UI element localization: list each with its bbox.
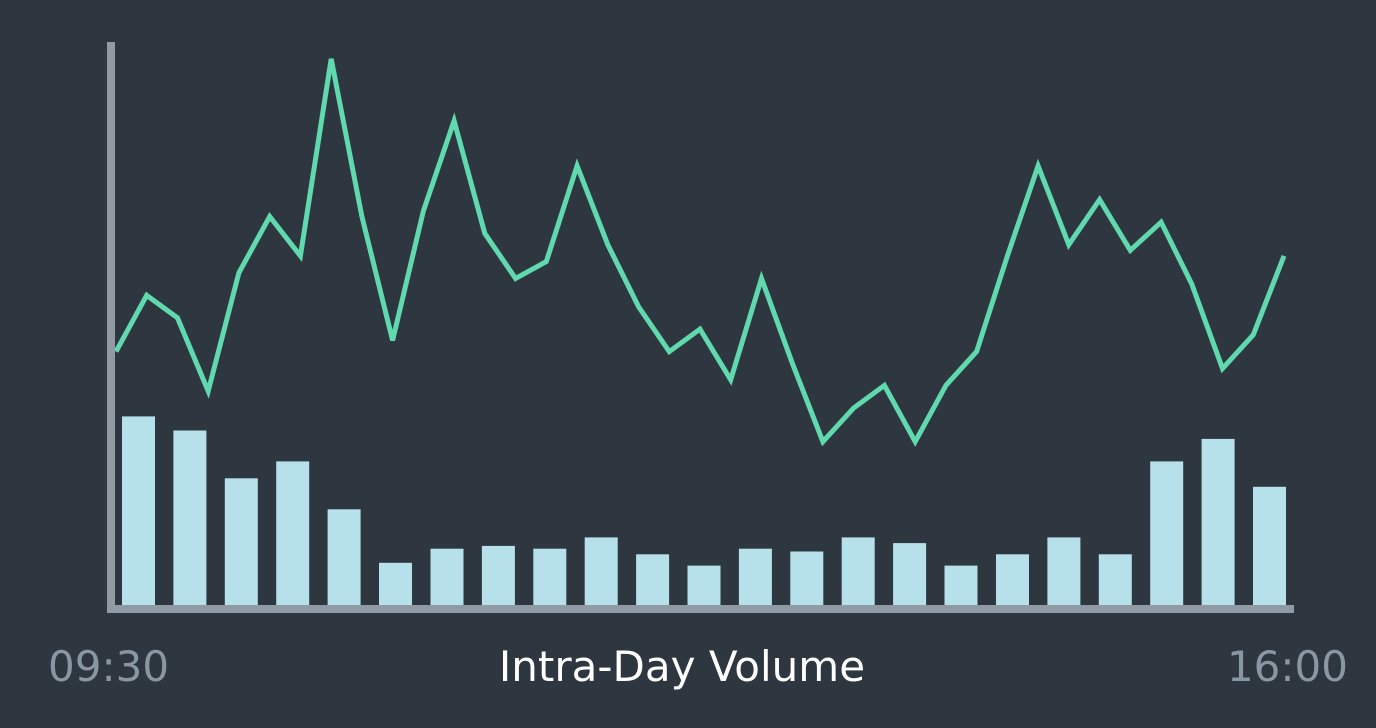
volume-bar (996, 554, 1029, 605)
volume-bar (1201, 438, 1235, 605)
volume-bar (841, 537, 875, 605)
volume-bars (122, 416, 1286, 605)
volume-bar (430, 548, 464, 605)
volume-bar (1098, 554, 1132, 605)
volume-bar (1047, 537, 1081, 605)
volume-bar (327, 509, 361, 605)
x-axis-title: Intra-Day Volume (499, 642, 865, 691)
volume-bar (1150, 461, 1184, 605)
volume-bar (533, 548, 567, 605)
volume-bar (687, 565, 721, 605)
price-line (113, 58, 1287, 447)
volume-bar (790, 551, 824, 605)
x-tick-start: 09:30 (48, 642, 169, 691)
volume-bar (636, 554, 670, 605)
volume-bar (738, 548, 772, 605)
volume-bar (173, 430, 207, 605)
x-tick-end: 16:00 (1227, 642, 1348, 691)
volume-bar (122, 416, 155, 605)
volume-bar (224, 478, 258, 605)
volume-bar (584, 537, 618, 605)
volume-bar (1253, 486, 1286, 605)
volume-bar (944, 565, 978, 605)
volume-bar (276, 461, 310, 605)
volume-bar (893, 543, 927, 605)
volume-bar (481, 545, 515, 605)
volume-bar (379, 562, 412, 605)
